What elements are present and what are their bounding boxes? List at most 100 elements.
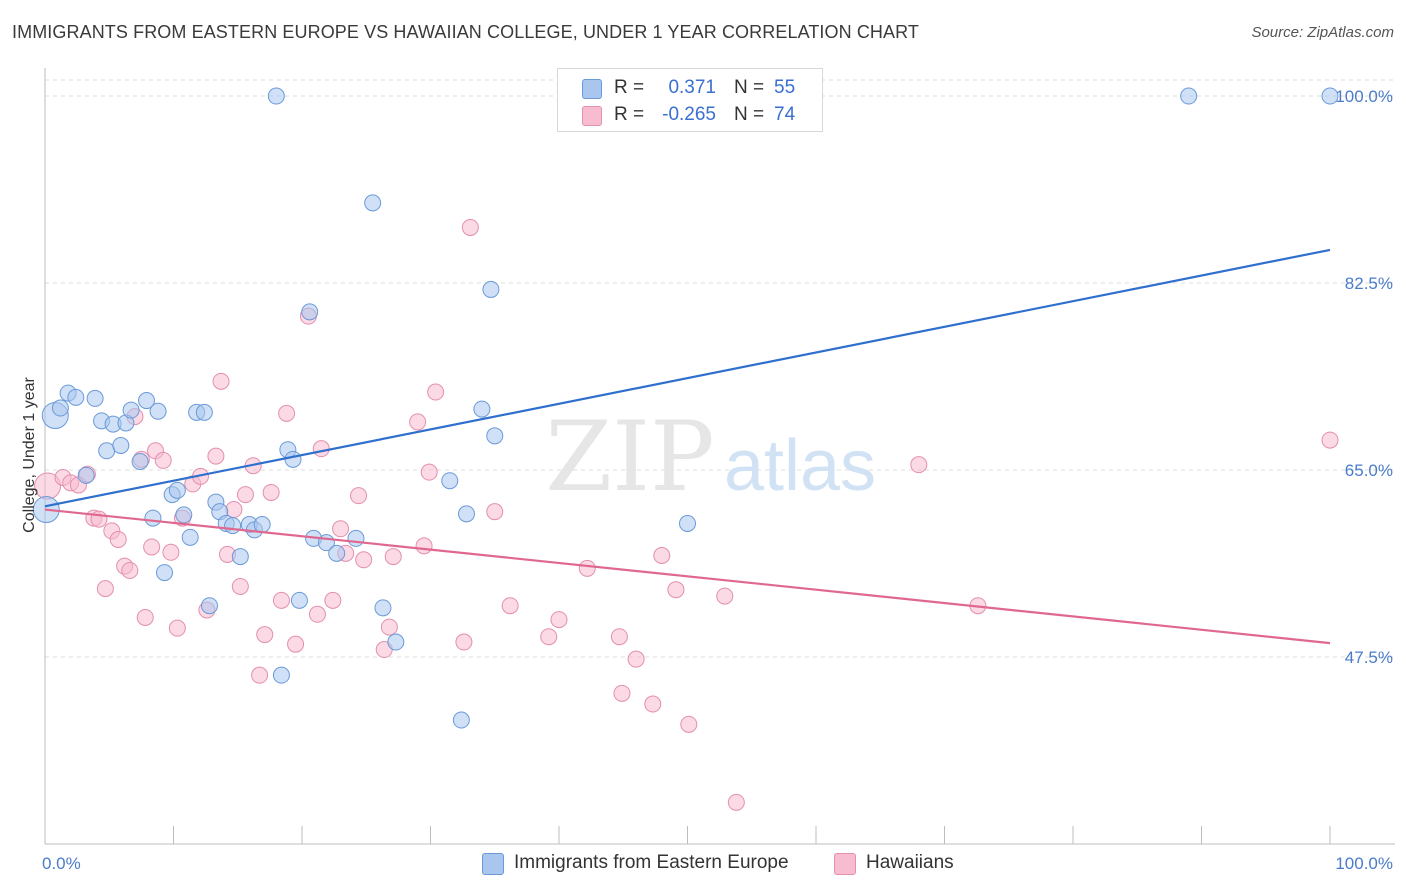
legend-n-value: 74 [774, 104, 796, 125]
legend-r-value: -0.265 [662, 104, 716, 125]
data-point [680, 715, 698, 733]
data-point [473, 400, 491, 418]
y-tick-label: 47.5% [1345, 648, 1393, 667]
data-point [324, 591, 342, 609]
data-point [384, 548, 402, 566]
data-point [144, 509, 162, 527]
y-axis-title: College, Under 1 year [21, 377, 38, 533]
data-point [272, 591, 290, 609]
data-point [109, 530, 127, 548]
data-point [131, 452, 149, 470]
legend-n-value: 55 [774, 77, 796, 98]
data-point [231, 577, 249, 595]
data-point [98, 442, 116, 460]
bottom-legend: Immigrants from Eastern Europe Hawaiians [0, 851, 1406, 877]
data-point [51, 399, 69, 417]
data-point [253, 516, 271, 534]
data-point [644, 695, 662, 713]
data-point [175, 506, 193, 524]
data-point [461, 218, 479, 236]
data-point [347, 529, 365, 547]
trendlines [44, 248, 1331, 645]
data-point [278, 404, 296, 422]
data-point [86, 389, 104, 407]
data-point [308, 605, 326, 623]
data-point [364, 194, 382, 212]
data-point [112, 436, 130, 454]
legend-swatch-blue [582, 79, 602, 99]
data-point [420, 463, 438, 481]
data-point [262, 483, 280, 501]
legend-r-label: R = [614, 104, 645, 125]
watermark-atlas: atlas [724, 426, 876, 506]
data-point [96, 580, 114, 598]
data-point [455, 633, 473, 651]
data-point [350, 487, 368, 505]
data-point [374, 599, 392, 617]
data-point [267, 87, 285, 105]
data-point [272, 666, 290, 684]
data-point [427, 383, 445, 401]
data-point [149, 402, 167, 420]
data-point [328, 544, 346, 562]
source-label: Source: ZipAtlas.com [1251, 24, 1394, 41]
data-point [290, 591, 308, 609]
data-point [610, 628, 628, 646]
data-point [727, 793, 745, 811]
bottom-legend-label: Hawaiians [866, 852, 954, 873]
trendline-eastern-europe [44, 248, 1331, 508]
legend-swatch-pink [582, 106, 602, 126]
data-point [154, 451, 172, 469]
data-point [77, 466, 95, 484]
data-point [578, 559, 596, 577]
data-point [486, 427, 504, 445]
data-point [121, 561, 139, 579]
data-point [251, 666, 269, 684]
data-point [415, 537, 433, 555]
data-point [380, 618, 398, 636]
data-point [457, 505, 475, 523]
data-point [195, 403, 213, 421]
data-point [332, 520, 350, 538]
data-point [212, 372, 230, 390]
data-point [207, 447, 225, 465]
bottom-legend-swatch-blue [482, 853, 504, 875]
data-point [355, 551, 373, 569]
data-point [452, 711, 470, 729]
data-point [162, 543, 180, 561]
y-tick-label: 82.5% [1345, 274, 1393, 293]
watermark-zip: ZIP [545, 401, 714, 513]
data-point [156, 564, 174, 582]
data-point [67, 388, 85, 406]
data-point [168, 619, 186, 637]
y-tick-label: 65.0% [1345, 461, 1393, 480]
legend-n-label: N = [734, 104, 765, 125]
data-point [181, 528, 199, 546]
legend-r-label: R = [614, 77, 645, 98]
data-point [910, 456, 928, 474]
data-point [284, 450, 302, 468]
data-point [1321, 87, 1339, 105]
data-point [679, 514, 696, 532]
trendline-hawaiians [44, 508, 1331, 645]
data-point [667, 581, 685, 599]
series-eastern-europe [32, 87, 1339, 729]
data-point [501, 597, 519, 615]
gridlines [45, 79, 1395, 658]
data-point [441, 472, 459, 490]
data-point [138, 392, 156, 410]
chart-title: IMMIGRANTS FROM EASTERN EUROPE VS HAWAII… [12, 22, 920, 42]
bottom-legend-label: Immigrants from Eastern Europe [514, 852, 789, 873]
data-point [540, 628, 558, 646]
data-point [486, 503, 504, 521]
x-tick-label: 0.0% [42, 854, 81, 873]
tick-labels: 47.5% 65.0% 82.5% 100.0% 0.0% 100.0% [42, 87, 1393, 873]
legend-row-eastern-europe: R = 0.371 N = 55 [558, 75, 822, 101]
data-point [236, 486, 254, 504]
data-point [287, 635, 305, 653]
data-point [225, 501, 243, 519]
legend-n-label: N = [734, 77, 765, 98]
data-point [256, 626, 274, 644]
data-point [550, 611, 568, 629]
series-hawaiians [34, 218, 1339, 811]
